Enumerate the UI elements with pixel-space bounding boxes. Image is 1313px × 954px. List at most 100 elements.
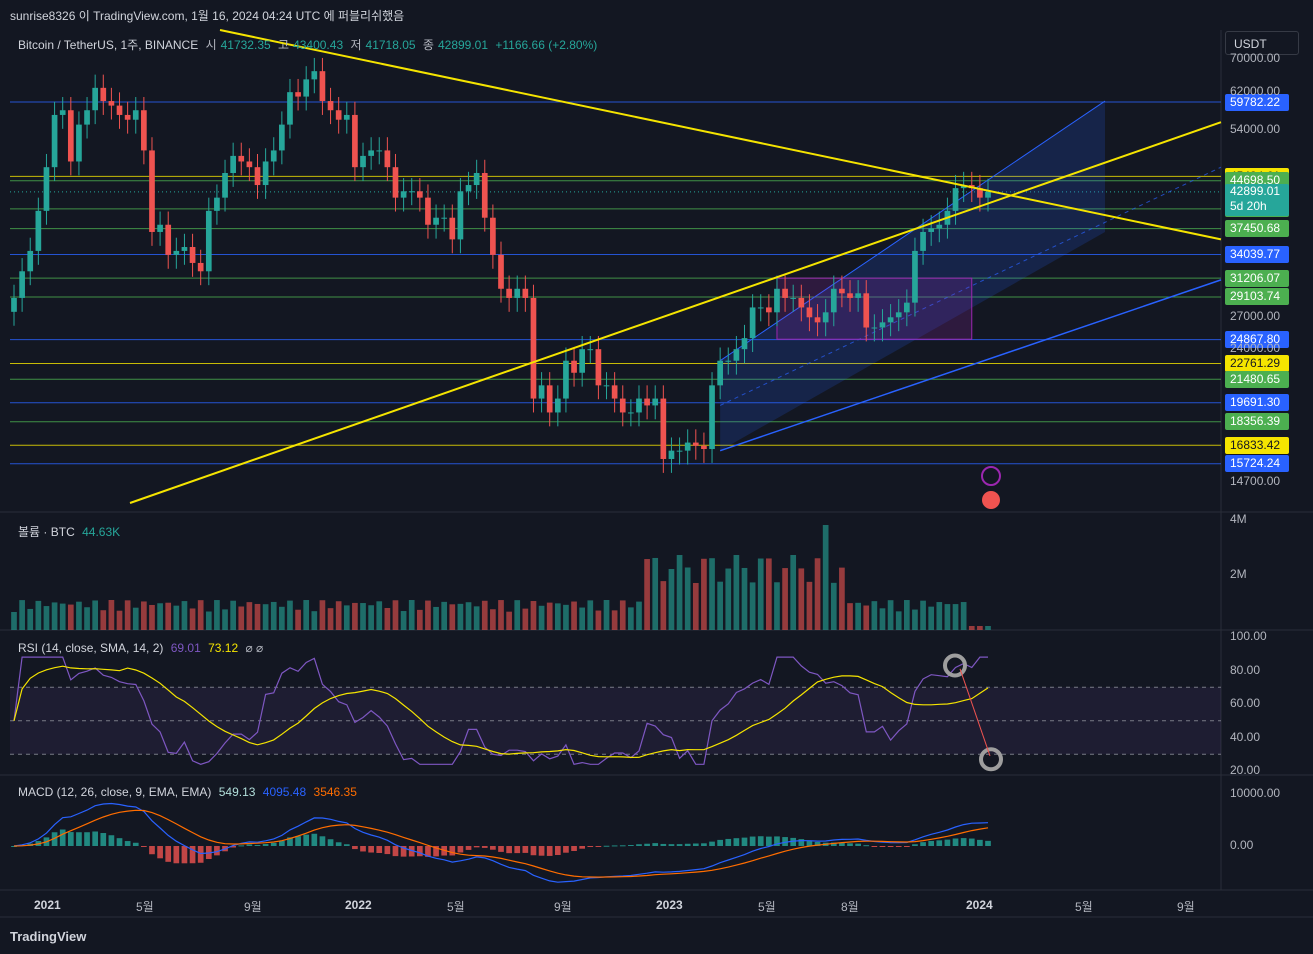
macd-hist-bar (806, 840, 813, 846)
volume-title[interactable]: 볼륨 · BTC (18, 525, 75, 539)
change-value: +1166.66 (+2.80%) (495, 38, 598, 52)
candle-body (360, 155, 366, 168)
candle-body (368, 150, 374, 156)
macd-hist-bar (709, 841, 715, 846)
candle-body (960, 185, 967, 189)
rsi-title[interactable]: RSI (14, close, SMA, 14, 2) (18, 641, 164, 655)
rsi-axis-tick: 40.00 (1230, 729, 1261, 744)
volume-bar (343, 605, 350, 630)
candle-body (214, 197, 220, 211)
volume-bar (19, 600, 25, 630)
macd-hist-bar (571, 846, 577, 851)
volume-bar (433, 606, 439, 630)
volume-bar (709, 558, 715, 630)
volume-bar (538, 605, 545, 630)
macd-hist-bar (936, 840, 943, 846)
candle-body (644, 398, 650, 406)
candle-body (197, 262, 204, 272)
macd-hist-bar (733, 838, 740, 846)
candle-body (660, 398, 667, 459)
macd-hist-bar (392, 846, 399, 857)
candle-body (766, 307, 772, 313)
candle-body (59, 110, 66, 115)
volume-bar (782, 568, 788, 630)
volume-bar (205, 611, 212, 630)
volume-bar (360, 603, 366, 630)
macd-hist-bar (977, 839, 983, 846)
macd-legend: MACD (12, 26, close, 9, EMA, EMA) 549.13… (18, 785, 361, 799)
level-tag: 15724.24 (1225, 455, 1289, 473)
macd-hist-bar (230, 846, 236, 848)
macd-hist-bar (473, 846, 480, 848)
volume-bar (619, 600, 626, 630)
volume-bar (603, 600, 610, 630)
volume-bar (798, 568, 805, 630)
volume-bar (563, 604, 569, 630)
volume-axis-tick: 2M (1230, 567, 1247, 581)
candle-body (67, 110, 74, 162)
volume-bar (92, 600, 99, 630)
volume-bar (920, 600, 926, 630)
macd-hist-value: 549.13 (218, 785, 256, 799)
volume-bar (498, 600, 504, 630)
brand-text: TradingView (10, 929, 87, 944)
macd-hist-bar (595, 846, 602, 847)
macd-hist-bar (384, 846, 391, 855)
volume-bar (327, 608, 334, 630)
volume-bar (628, 607, 634, 630)
high-label: 고 (278, 38, 290, 52)
macd-hist-bar (295, 836, 301, 846)
candle-body (108, 101, 115, 106)
candle-body (100, 87, 107, 102)
candle-body (287, 92, 293, 125)
rsi-extra: ⌀ ⌀ (245, 641, 264, 655)
macd-hist-bar (717, 839, 723, 846)
candle-body (376, 150, 383, 152)
low-value: 41718.05 (365, 38, 416, 52)
macd-hist-bar (749, 836, 756, 846)
price-axis-tick: 27000.00 (1230, 309, 1281, 324)
level-tag: 16833.42 (1225, 436, 1289, 454)
candle-body (416, 191, 423, 198)
candle-body (611, 385, 618, 399)
volume-bar (903, 600, 910, 630)
macd-hist-bar (343, 844, 350, 846)
volume-bar (27, 608, 34, 630)
time-axis-tick: 5월 (1075, 900, 1093, 914)
macd-value: 4095.48 (262, 785, 307, 799)
symbol-title[interactable]: Bitcoin / TetherUS, 1주, BINANCE (18, 38, 199, 52)
macd-title[interactable]: MACD (12, 26, close, 9, EMA, EMA) (18, 785, 212, 799)
candle-body (830, 288, 837, 313)
volume-bar (262, 604, 269, 630)
macd-hist-bar (141, 846, 147, 847)
volume-bar (676, 555, 683, 630)
candle-body (822, 312, 829, 323)
candle-body (514, 288, 521, 298)
trendline-descending (219, 29, 1222, 241)
event-us-flag-icon (982, 491, 1000, 509)
macd-hist-bar (766, 836, 772, 846)
currency-button[interactable]: USDT (1225, 31, 1299, 55)
candle-body (871, 327, 878, 329)
candle-body (701, 445, 707, 450)
macd-hist-bar (579, 846, 586, 849)
candle-body (433, 217, 439, 225)
macd-hist-bar (782, 837, 788, 846)
volume-bar (806, 581, 813, 630)
macd-hist-bar (895, 846, 902, 847)
candle-body (725, 360, 732, 362)
candle-body (27, 250, 34, 272)
time-axis-tick: 9월 (244, 900, 262, 914)
event-flash-icon (981, 466, 1001, 486)
macd-hist-bar (287, 837, 293, 846)
volume-bar (11, 612, 17, 630)
macd-hist-bar (952, 838, 959, 846)
volume-bar (814, 558, 821, 630)
macd-line (13, 802, 989, 883)
macd-hist-bar (814, 841, 821, 846)
volume-bar (181, 601, 188, 630)
candle-body (149, 150, 155, 232)
volume-bar (684, 567, 691, 630)
candle-body (408, 191, 415, 193)
